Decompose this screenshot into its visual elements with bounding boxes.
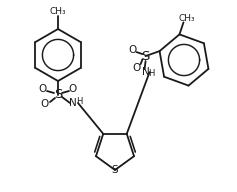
Text: CH₃: CH₃ xyxy=(50,7,66,16)
Text: S: S xyxy=(141,50,150,63)
Text: H: H xyxy=(76,98,82,107)
Text: N: N xyxy=(142,67,150,77)
Text: H: H xyxy=(148,69,155,78)
Text: S: S xyxy=(54,89,62,102)
Text: O: O xyxy=(132,63,141,73)
Text: O: O xyxy=(39,84,47,94)
Text: O: O xyxy=(128,45,137,55)
Text: CH₃: CH₃ xyxy=(178,14,195,23)
Text: N: N xyxy=(69,98,77,108)
Text: S: S xyxy=(112,165,118,175)
Text: O: O xyxy=(41,99,49,109)
Text: O: O xyxy=(69,84,77,94)
